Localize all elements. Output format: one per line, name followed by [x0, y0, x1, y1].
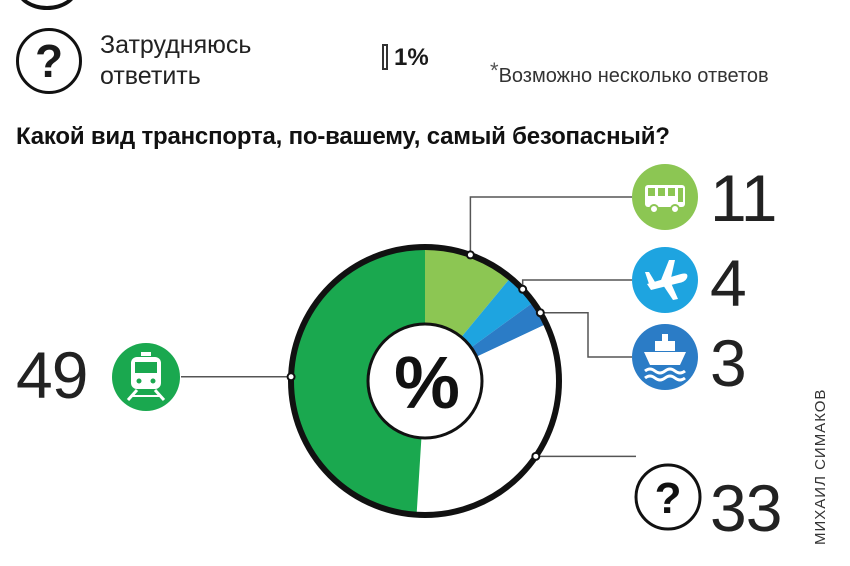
pie-slice-train [291, 247, 425, 515]
value-unknown: 33 [710, 471, 782, 545]
value-bus: 11 [710, 161, 778, 235]
dont-know-bar [382, 44, 388, 70]
value-airplane: 4 [710, 246, 747, 320]
leader-lines [181, 196, 636, 461]
leader-line-bus [469, 196, 632, 255]
svg-text:?: ? [655, 474, 682, 523]
footnote-text: Возможно несколько ответов [498, 65, 769, 87]
leader-dot-train [286, 372, 296, 382]
footnote: *Возможно несколько ответов [490, 58, 769, 88]
question-mark-icon-chart: ? [634, 463, 702, 531]
ship-icon [632, 324, 698, 390]
leader-line-airplane [521, 279, 632, 290]
train-icon [112, 343, 180, 411]
center-label: % [394, 341, 460, 424]
leader-dot-question-mark [531, 451, 541, 461]
dont-know-value: 1% [394, 44, 429, 71]
chart-title: Какой вид транспорта, по-вашему, самый б… [16, 123, 670, 150]
bus-icon [632, 164, 698, 230]
leader-dot-bus [465, 250, 475, 260]
leader-line-ship [540, 312, 632, 358]
center-circle [366, 322, 484, 440]
photo-credit: МИХАИЛ СИМАКОВ [812, 388, 829, 545]
dont-know-label: Затрудняюсь ответить [100, 31, 252, 90]
footnote-star: * [490, 58, 499, 83]
value-ship: 3 [710, 326, 747, 400]
airplane-icon [632, 247, 698, 313]
leader-dot-airplane [518, 284, 528, 294]
leader-dot-ship [535, 308, 545, 318]
value-train: 49 [16, 338, 88, 412]
question-mark-icon: ? [16, 28, 82, 94]
